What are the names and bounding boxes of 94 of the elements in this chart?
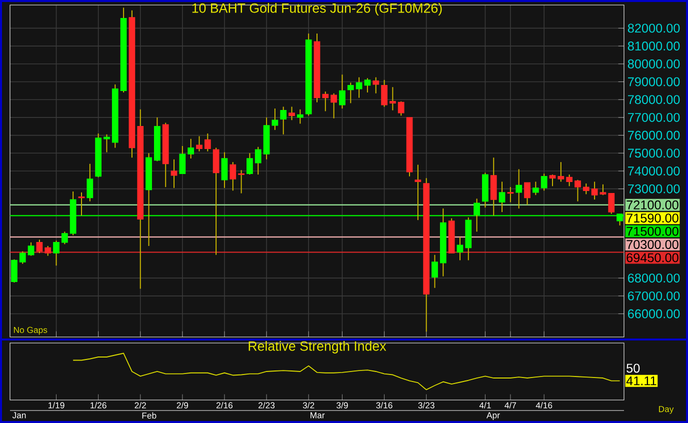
candlestick	[19, 250, 26, 264]
ref-line-label: 72100.00	[626, 200, 678, 210]
candlestick	[170, 158, 178, 188]
candlestick	[280, 106, 287, 135]
candlestick	[591, 181, 598, 200]
candlestick	[432, 254, 438, 288]
ref-line-label: 71500.00	[626, 226, 678, 236]
annotation: No Gaps	[14, 326, 48, 335]
text: 41.11	[626, 376, 656, 386]
candlestick	[549, 174, 556, 187]
text: Feb	[142, 412, 156, 419]
y-tick-label: 82000.00	[628, 24, 680, 33]
candlestick	[566, 174, 573, 187]
candlestick	[44, 245, 52, 256]
candlestick	[381, 79, 388, 108]
candlestick	[364, 78, 371, 93]
candlestick	[53, 240, 60, 266]
candlestick	[322, 91, 329, 112]
candlestick	[212, 147, 220, 256]
candlestick	[516, 168, 522, 209]
candlestick	[616, 213, 623, 226]
candlestick	[372, 76, 380, 94]
candlestick	[196, 136, 202, 152]
text: Jan	[12, 412, 26, 418]
x-tick-label: 1/26	[90, 402, 106, 408]
text: 71590.00	[626, 214, 678, 223]
x-tick-label: 3/9	[336, 402, 348, 408]
candlestick	[221, 152, 228, 188]
candlestick	[28, 242, 34, 256]
candlestick	[36, 239, 43, 254]
candlestick	[104, 134, 110, 153]
candlestick	[11, 258, 18, 284]
candlestick	[582, 182, 590, 195]
candlestick	[474, 198, 480, 232]
x-tick-label: 4/7	[504, 402, 516, 408]
candlestick	[330, 92, 338, 119]
y-tick-label: 73000.00	[628, 184, 680, 194]
x-tick-label: 2/2	[134, 402, 146, 408]
candlestick	[188, 138, 194, 159]
candlestick	[600, 184, 606, 196]
candlestick	[390, 86, 396, 111]
candlestick	[574, 179, 581, 202]
candlestick	[238, 170, 244, 194]
ref-line-label: 69450.00	[626, 253, 678, 262]
candlestick	[78, 192, 85, 216]
y-tick-label: 68000.00	[628, 274, 680, 283]
candlestick	[246, 152, 253, 176]
chart-title: Relative Strength Index	[248, 341, 386, 354]
x-tick-label: 4/16	[536, 402, 552, 408]
candlestick	[347, 82, 354, 104]
y-tick-label: 77000.00	[628, 112, 680, 122]
text: Apr	[486, 412, 500, 420]
text: Day	[659, 406, 674, 414]
x-tick-label: 3/2	[302, 402, 314, 408]
candlestick	[398, 100, 404, 116]
y-tick-label: 67000.00	[628, 291, 680, 300]
y-tick-label: 66000.00	[628, 309, 680, 318]
y-tick-label: 80000.00	[628, 59, 680, 68]
candlestick	[204, 133, 211, 152]
chart-title: 10 BAHT Gold Futures Jun-26 (GF10M26)	[192, 3, 442, 16]
candlestick	[230, 162, 236, 192]
y-tick-label: 78000.00	[628, 95, 680, 104]
text: Mar	[310, 412, 325, 418]
candlestick	[86, 163, 94, 202]
x-tick-label: 2/16	[216, 402, 233, 408]
y-tick-label: 81000.00	[628, 42, 680, 51]
candlestick	[254, 146, 262, 176]
candlestick	[414, 164, 422, 221]
y-tick-label: 79000.00	[628, 77, 680, 86]
candlestick	[272, 108, 278, 130]
candlestick	[339, 74, 346, 110]
candlestick	[507, 186, 514, 203]
candlestick	[532, 181, 539, 196]
x-tick-label: 3/23	[418, 402, 434, 408]
candlestick	[524, 182, 530, 206]
candlestick	[456, 236, 464, 261]
x-tick-label: 2/9	[176, 402, 188, 408]
candlestick	[61, 231, 68, 245]
text: 50	[626, 364, 640, 373]
candlestick	[296, 108, 304, 124]
x-tick-label: 1/19	[48, 402, 64, 408]
candlestick	[608, 192, 615, 214]
ref-line-label: 70300.00	[626, 240, 678, 249]
candlestick	[288, 106, 295, 121]
candlestick	[558, 162, 564, 182]
candlestick	[498, 181, 506, 213]
x-tick-label: 3/16	[376, 402, 392, 408]
candlestick	[540, 173, 548, 192]
candlestick	[179, 146, 186, 174]
y-tick-label: 75000.00	[628, 148, 680, 158]
x-tick-label: 4/1	[479, 402, 491, 408]
x-tick-label: 2/23	[258, 402, 275, 408]
y-tick-label: 74000.00	[628, 166, 680, 176]
y-tick-label: 76000.00	[628, 130, 680, 140]
